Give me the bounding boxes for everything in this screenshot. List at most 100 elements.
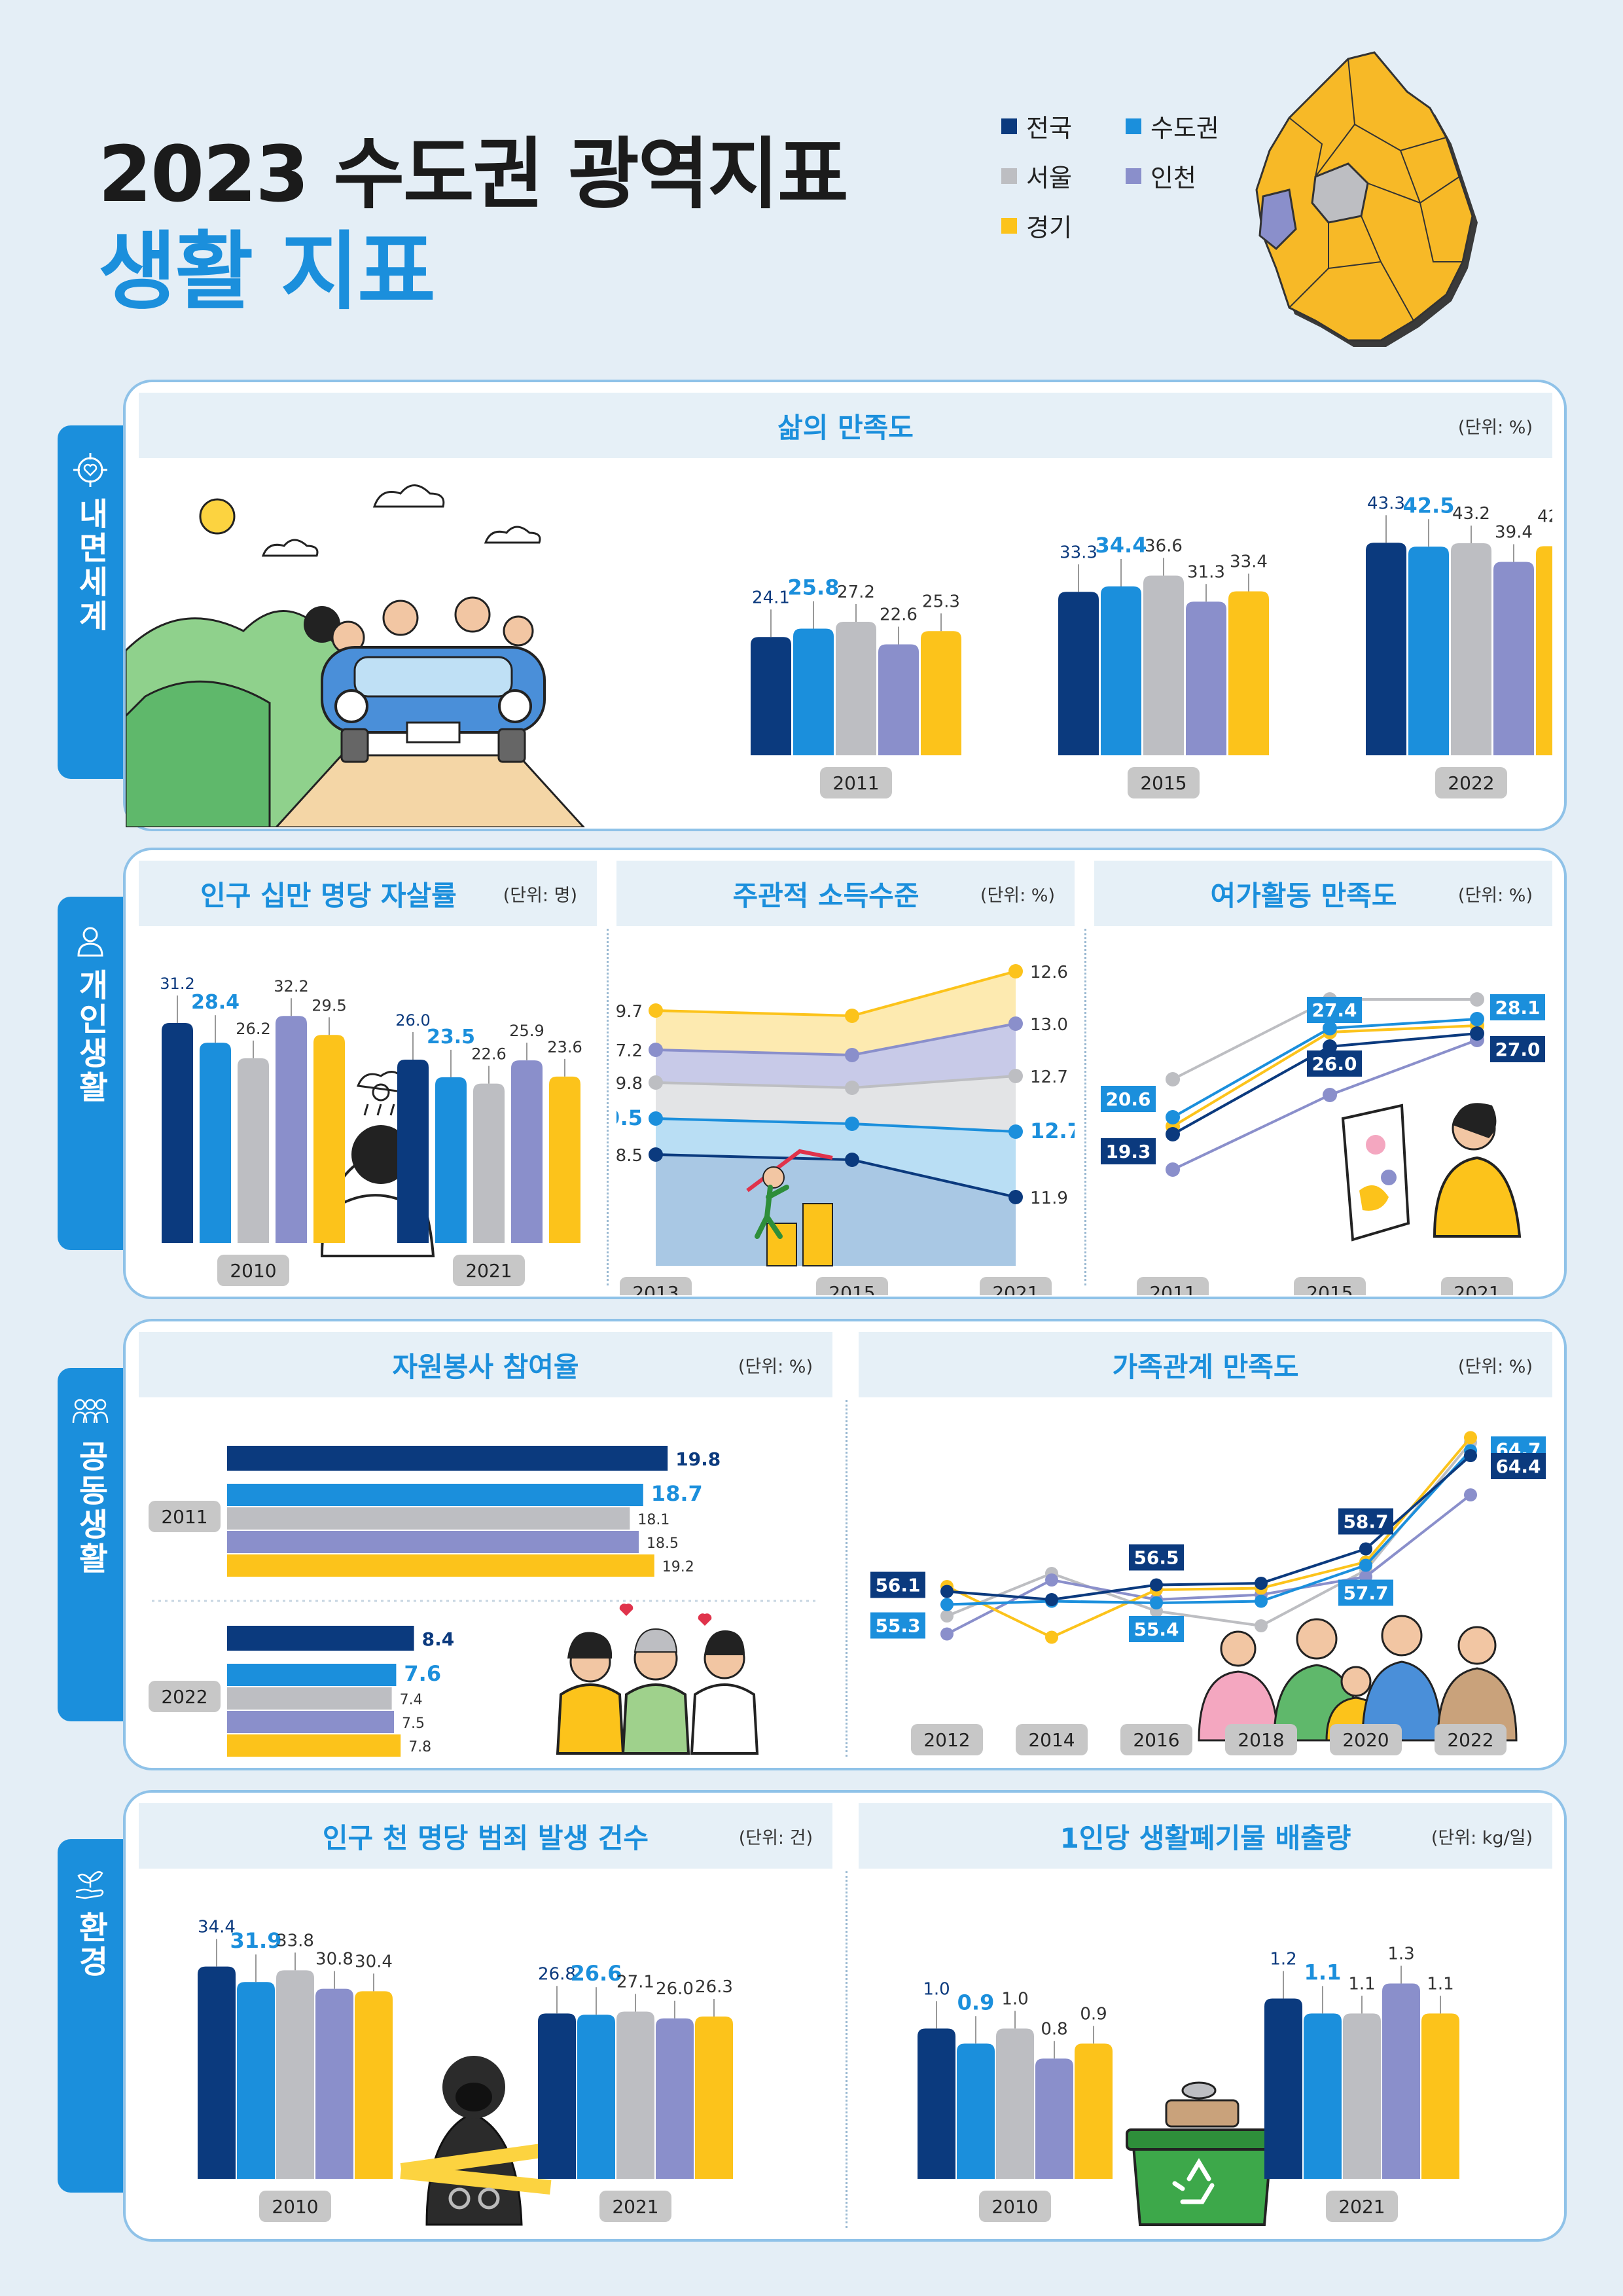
data-label-bg <box>1101 1138 1156 1164</box>
data-label-bg <box>1129 1544 1184 1571</box>
data-label: 1.0 <box>923 1979 950 1999</box>
series-line <box>946 1441 1472 1628</box>
data-label: 27.0 <box>1495 1039 1540 1060</box>
chart-waste: 1.0 0.9 1.0 0.8 0.9 2010 1.2 1.1 1.1 1.3 1.1 2021 <box>918 1944 1459 2226</box>
data-point <box>1255 1594 1268 1608</box>
data-label: 27.4 <box>1311 999 1357 1021</box>
data-point <box>1359 1558 1372 1572</box>
recycle-bin-illustration <box>1126 2081 1279 2226</box>
bar <box>397 1060 429 1243</box>
family-car-illustration <box>126 484 586 827</box>
bar <box>238 1058 269 1243</box>
data-point <box>1323 1088 1337 1102</box>
x-tick-label: 2010 <box>230 1260 276 1282</box>
bar <box>227 1687 392 1710</box>
data-label-bg <box>1338 1508 1393 1535</box>
data-label: 9.5 <box>616 1105 643 1130</box>
data-point <box>845 1009 859 1023</box>
x-tick-label: 2022 <box>1448 772 1494 794</box>
x-tick-label: 2014 <box>1028 1729 1075 1751</box>
data-point <box>1255 1577 1268 1590</box>
bar <box>1101 586 1141 755</box>
data-label-bg <box>1307 997 1362 1023</box>
data-label: 0.9 <box>1080 2004 1107 2024</box>
bar <box>227 1446 668 1471</box>
bar <box>227 1507 630 1530</box>
category-label: 2011 <box>161 1506 207 1528</box>
x-tick-label: 2020 <box>1342 1729 1389 1751</box>
data-point <box>1150 1596 1163 1609</box>
year-pill <box>816 1277 888 1295</box>
data-label: 23.5 <box>427 1026 475 1049</box>
data-label: 1.2 <box>1270 1949 1296 1969</box>
data-label: 34.4 <box>1096 533 1147 558</box>
plant-hand-icon <box>75 1871 104 1899</box>
page-title: 2023 수도권 광역지표 <box>98 129 849 219</box>
data-label: 1.3 <box>1387 1944 1414 1964</box>
x-tick-label: 2015 <box>1140 772 1186 794</box>
data-label: 30.4 <box>355 1952 393 1971</box>
bar <box>996 2028 1034 2179</box>
data-point <box>649 1043 663 1057</box>
data-label: 24.1 <box>752 588 790 607</box>
data-label: 43.2 <box>1452 504 1490 524</box>
data-label: 8.5 <box>616 1146 643 1166</box>
bar <box>878 644 919 755</box>
panel-personal: 인구 십만 명당 자살률 (단위: 명) 주관적 소득수준 (단위: %) 여가… <box>123 848 1567 1299</box>
data-label: 19.8 <box>675 1448 721 1470</box>
bar <box>1382 1983 1420 2179</box>
bar <box>511 1060 543 1243</box>
data-label: 12.6 <box>1030 963 1068 982</box>
data-point <box>1166 1162 1180 1177</box>
data-point <box>1323 1021 1337 1035</box>
bar <box>751 637 791 755</box>
panel-inner: 삶의 만족도 (단위: %) 24.1 25.8 27.2 22.6 25.3 2011 3… <box>123 380 1567 831</box>
data-label: 7.8 <box>408 1739 431 1755</box>
family-illustration <box>1198 1615 1518 1742</box>
data-label: 26.6 <box>571 1961 622 1986</box>
chart-unit-volunteer: (단위: %) <box>738 1356 813 1377</box>
data-label: 26.8 <box>538 1964 576 1984</box>
data-point <box>1464 1431 1477 1444</box>
data-label-bg <box>1338 1579 1393 1606</box>
x-tick-label: 2021 <box>612 2196 658 2217</box>
chart-unit-income: (단위: %) <box>980 885 1055 906</box>
data-label-bg <box>1490 1036 1545 1062</box>
year-pill <box>217 1255 289 1286</box>
panel-community: 자원봉사 참여율 (단위: %) 가족관계 만족도 (단위: %) 19.8 18… <box>123 1319 1567 1770</box>
year-pill <box>1016 1724 1088 1755</box>
chart-title-crime: 인구 천 명당 범죄 발생 건수 <box>322 1821 649 1854</box>
bar <box>656 2018 694 2179</box>
data-label: 25.3 <box>922 592 960 611</box>
data-label-bg <box>1101 1086 1156 1112</box>
criminal-illustration <box>400 2056 552 2226</box>
data-point <box>845 1117 859 1131</box>
bar <box>921 631 961 755</box>
bar <box>577 2015 615 2179</box>
data-label: 22.6 <box>471 1045 506 1064</box>
bar <box>1366 543 1406 755</box>
bar <box>473 1083 505 1243</box>
legend-item-nation: 전국 <box>1001 108 1072 144</box>
bar <box>1035 2058 1073 2179</box>
data-point <box>649 1111 663 1126</box>
legend-swatch <box>1001 118 1017 134</box>
legend-item-seoul: 서울 <box>1001 158 1072 194</box>
data-point <box>1464 1449 1477 1462</box>
legend-label: 인천 <box>1150 164 1196 192</box>
legend-swatch <box>1126 168 1141 184</box>
year-pill <box>149 1501 221 1532</box>
x-tick-label: 2018 <box>1238 1729 1284 1751</box>
year-pill <box>1137 1277 1209 1295</box>
data-point <box>1008 1016 1023 1031</box>
bar <box>1304 2013 1342 2179</box>
bar <box>1058 592 1099 755</box>
data-point <box>649 1075 663 1090</box>
x-tick-label: 2022 <box>1447 1729 1493 1751</box>
group-icon <box>72 1399 109 1424</box>
chart-title-leisure: 여가활동 만족도 <box>1210 879 1397 912</box>
data-label: 56.1 <box>875 1575 920 1596</box>
chart-header-leisure: 여가활동 만족도 (단위: %) <box>1094 861 1552 926</box>
data-label: 28.1 <box>1495 997 1540 1018</box>
